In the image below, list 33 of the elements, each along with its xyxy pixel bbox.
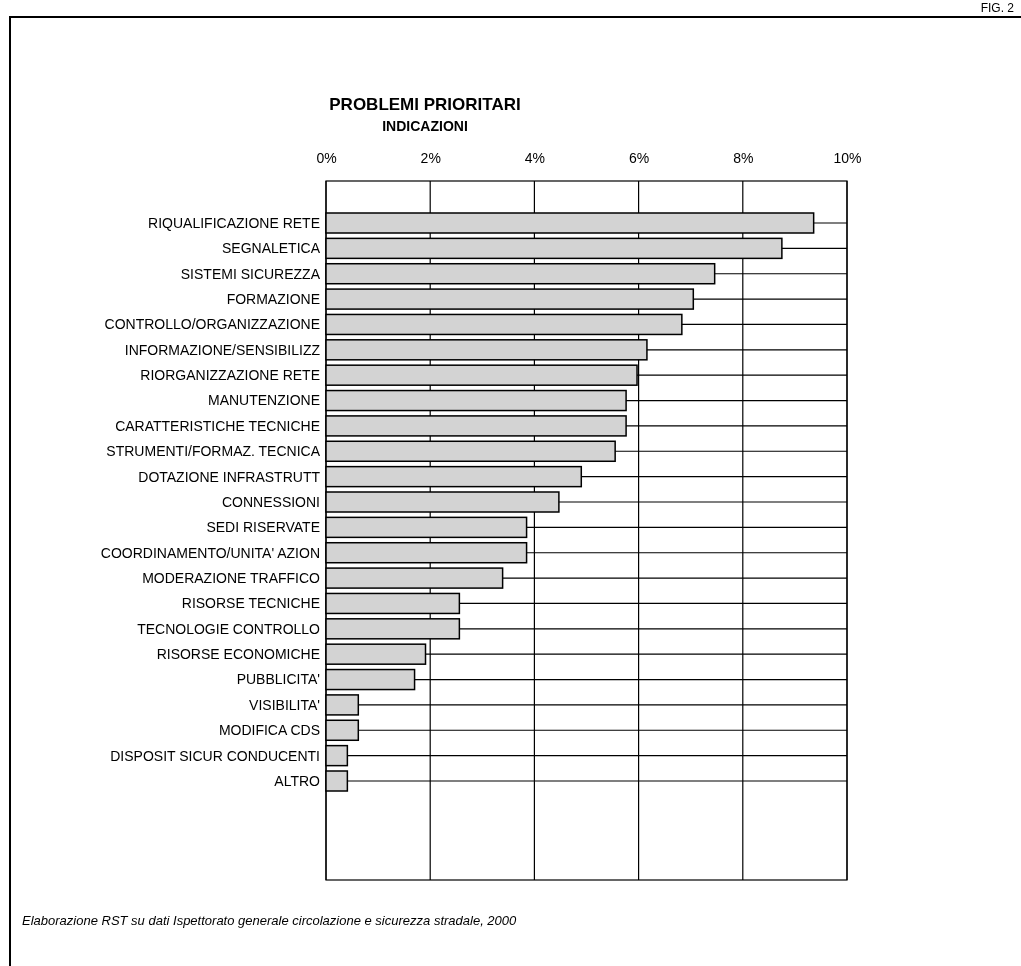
y-tick-label: MODIFICA CDS	[218, 722, 320, 739]
y-tick-label: SISTEMI SICUREZZA	[180, 265, 321, 282]
chart-title: PROBLEMI PRIORITARI	[329, 95, 521, 114]
y-tick-label: RISORSE TECNICHE	[181, 595, 320, 612]
y-tick-label: RISORSE ECONOMICHE	[156, 646, 320, 663]
y-tick-label: FORMAZIONE	[226, 290, 320, 307]
y-tick-label: ALTRO	[274, 772, 321, 789]
x-tick-label: 0%	[316, 150, 337, 166]
y-tick-label: RIORGANIZZAZIONE RETE	[140, 367, 320, 384]
x-tick-label: 4%	[524, 150, 546, 166]
y-tick-label: STRUMENTI/FORMAZ. TECNICA	[106, 443, 321, 460]
x-tick-label: 10%	[833, 150, 862, 166]
caption: FIG. 2	[980, 1, 1015, 16]
chart-subtitle: INDICAZIONI	[382, 118, 468, 134]
x-tick-label: 6%	[628, 150, 650, 166]
y-tick-label: MANUTENZIONE	[208, 392, 320, 409]
y-tick-label: COORDINAMENTO/UNITA' AZION	[100, 544, 320, 561]
text: Elaborazione RST su dati Ispettorato generale circolazione e sicurezza stradale, 2000	[22, 913, 518, 928]
y-tick-label: DOTAZIONE INFRASTRUTT	[138, 468, 321, 485]
y-tick-label: PUBBLICITA'	[236, 671, 320, 688]
y-tick-label: INFORMAZIONE/SENSIBILIZZ	[124, 341, 321, 358]
y-tick-label: VISIBILITA'	[249, 696, 320, 713]
y-tick-label: TECNOLOGIE CONTROLLO	[137, 620, 321, 637]
y-tick-label: CONTROLLO/ORGANIZZAZIONE	[104, 316, 320, 333]
x-tick-label: 8%	[733, 150, 754, 166]
y-tick-label: CONNESSIONI	[221, 493, 320, 510]
y-tick-label: RIQUALIFICAZIONE RETE	[148, 214, 320, 231]
y-tick-label: CARATTERISTICHE TECNICHE	[115, 417, 320, 434]
y-tick-label: MODERAZIONE TRAFFICO	[142, 569, 321, 586]
x-tick-label: 2%	[420, 150, 441, 166]
y-tick-label: SEGNALETICA	[221, 240, 321, 257]
y-tick-label: DISPOSIT SICUR CONDUCENTI	[110, 747, 320, 764]
y-tick-label: SEDI RISERVATE	[206, 519, 320, 536]
